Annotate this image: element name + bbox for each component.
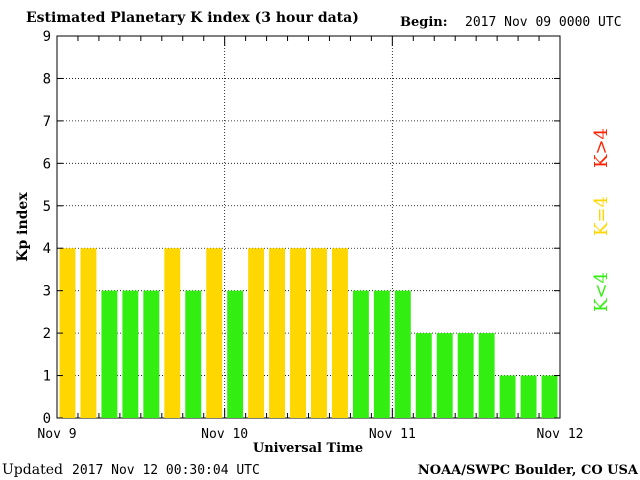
y-tick-label: 8 — [43, 71, 51, 87]
kp-bar — [499, 375, 516, 418]
kp-bar — [415, 333, 432, 418]
kp-bar — [436, 333, 453, 418]
bars-group — [59, 248, 558, 418]
y-tick-label: 4 — [43, 241, 51, 257]
x-ticks: Nov 9 Nov 10 Nov 11 Nov 12 — [37, 36, 583, 442]
updated-value: 2017 Nov 12 00:30:04 UTC — [72, 463, 260, 478]
legend-k-below: K<4 — [591, 272, 612, 312]
y-ticks: 0 1 2 3 4 5 6 7 8 9 — [43, 29, 560, 427]
kp-bar — [122, 290, 139, 418]
y-tick-label: 9 — [43, 29, 51, 45]
legend-k-equal: K=4 — [591, 196, 612, 236]
y-tick-label: 0 — [43, 411, 51, 427]
kp-bar — [269, 248, 286, 418]
source-credit: NOAA/SWPC Boulder, CO USA — [418, 463, 639, 478]
kp-bar — [478, 333, 495, 418]
begin-value: 2017 Nov 09 0000 UTC — [465, 15, 622, 30]
y-tick-label: 1 — [43, 369, 51, 385]
y-axis-label: Kp index — [15, 192, 31, 262]
grid-lines — [57, 36, 560, 418]
kp-bar — [227, 290, 244, 418]
kp-bar — [373, 290, 390, 418]
kp-bar — [520, 375, 537, 418]
kp-bar — [352, 290, 369, 418]
y-tick-label: 7 — [43, 114, 51, 130]
kp-bar — [101, 290, 118, 418]
chart-title: Estimated Planetary K index (3 hour data… — [26, 10, 359, 26]
kp-bar — [394, 290, 411, 418]
x-tick-label: Nov 9 — [37, 427, 76, 442]
kp-bar — [457, 333, 474, 418]
y-tick-label: 2 — [43, 326, 51, 342]
x-tick-label: Nov 11 — [369, 427, 416, 442]
kp-bar — [80, 248, 97, 418]
kp-bar — [164, 248, 181, 418]
y-tick-label: 3 — [43, 284, 51, 300]
kp-bar — [331, 248, 348, 418]
plot-area — [56, 35, 561, 419]
begin-label: Begin: — [400, 15, 448, 30]
x-tick-label: Nov 12 — [537, 427, 584, 442]
kp-bar — [59, 248, 76, 418]
kp-bar — [185, 290, 202, 418]
x-tick-label: Nov 10 — [201, 427, 248, 442]
kp-bar — [206, 248, 223, 418]
kp-bar — [143, 290, 160, 418]
kp-bar — [290, 248, 306, 418]
kp-bar — [248, 248, 265, 418]
updated-label: Updated — [2, 462, 63, 478]
y-tick-label: 5 — [43, 199, 51, 215]
kp-bar — [541, 375, 558, 418]
y-tick-label: 6 — [43, 156, 51, 172]
kp-bar — [311, 248, 327, 418]
legend-k-above: K>4 — [591, 128, 612, 168]
x-axis-label: Universal Time — [253, 441, 363, 456]
